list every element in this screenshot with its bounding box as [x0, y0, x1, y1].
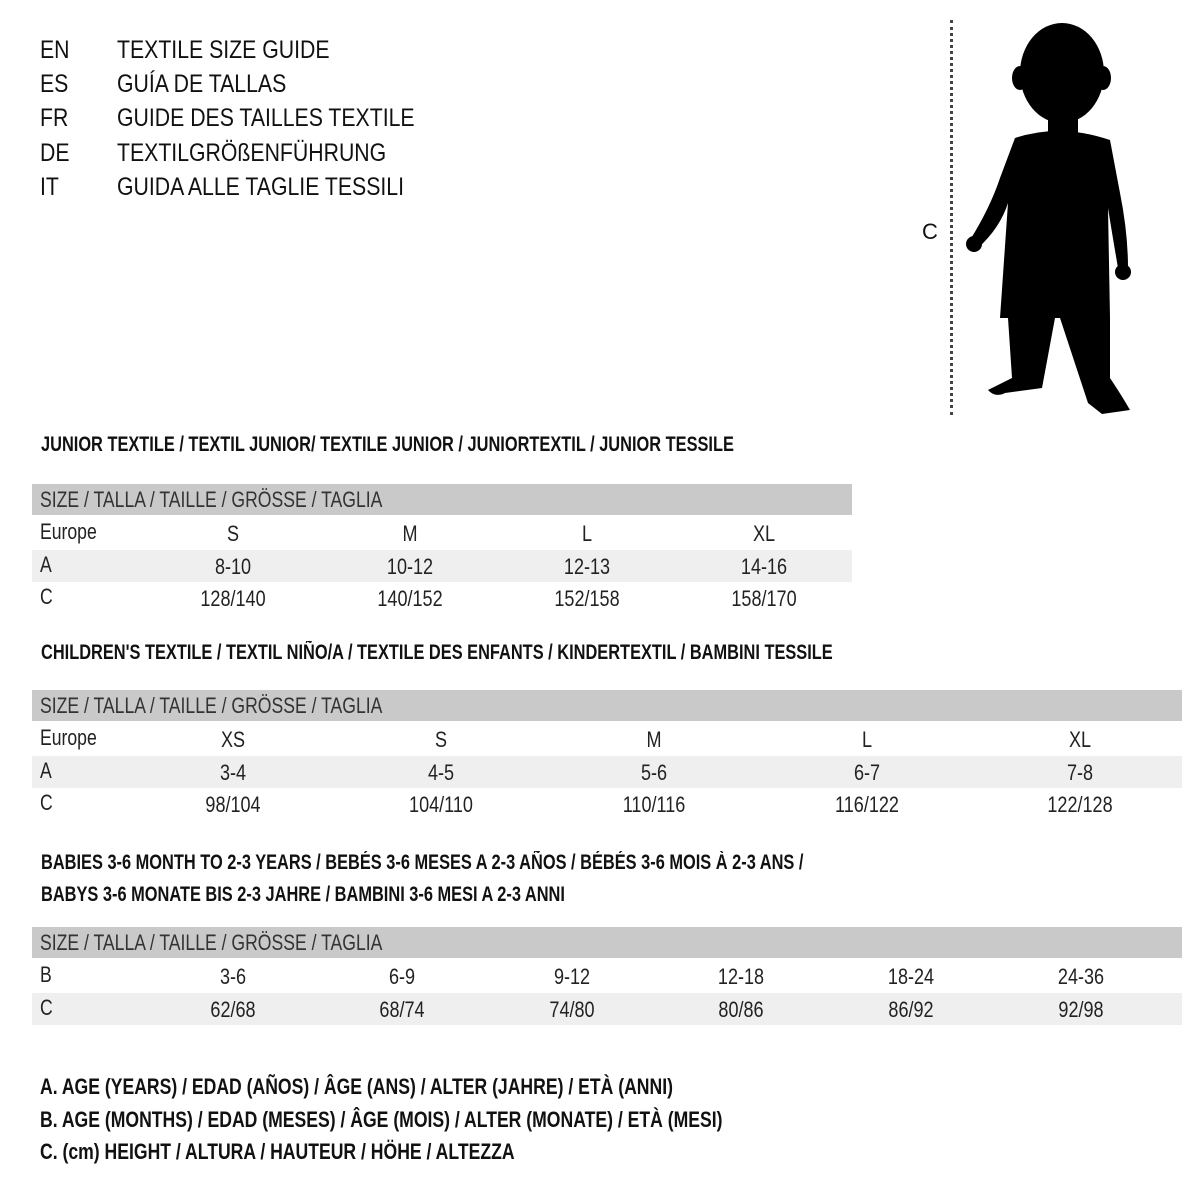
table-cell: 74/80	[549, 996, 595, 1022]
section-title: BABIES 3-6 MONTH TO 2-3 YEARS / BEBÉS 3-…	[41, 851, 804, 874]
row-label: C	[40, 790, 53, 815]
row-label: C	[40, 584, 53, 609]
table-cell: M	[402, 521, 418, 546]
size-header-row: SIZE / TALLA / TAILLE / GRÖSSE / TAGLIA	[32, 927, 1182, 958]
child-silhouette-icon	[966, 23, 1131, 414]
table-cell: 158/170	[731, 586, 797, 611]
table-cell: XS	[220, 727, 246, 752]
height-label: C	[922, 219, 938, 244]
table-cell: 152/158	[554, 586, 620, 611]
table-cell: 68/74	[379, 996, 425, 1022]
guide-title: GUÍA DE TALLAS	[117, 70, 287, 98]
table-cell: 116/122	[835, 792, 899, 817]
table-cell: 6-9	[388, 964, 416, 989]
table-cell: XL	[752, 521, 776, 546]
table-cell: 12-13	[563, 553, 611, 579]
table-row: B 3-6 6-9 9-12 12-18 18-24 24-36	[32, 960, 1182, 992]
table-cell: 104/110	[409, 792, 473, 817]
section-title: CHILDREN'S TEXTILE / TEXTIL NIÑO/A / TEX…	[41, 641, 833, 664]
row-label: Europe	[40, 725, 97, 750]
table-cell: 12-18	[717, 964, 765, 989]
table-cell: M	[646, 727, 662, 752]
row-label: C	[40, 994, 53, 1020]
table-cell: 128/140	[200, 586, 266, 611]
table-cell: 92/98	[1058, 996, 1104, 1022]
table-cell: 10-12	[386, 553, 434, 579]
height-dotted-line	[950, 20, 953, 415]
table-cell: 3-4	[219, 759, 247, 785]
legend-b: B. AGE (MONTHS) / EDAD (MESES) / ÂGE (MO…	[40, 1107, 723, 1132]
table-cell: 14-16	[740, 553, 788, 579]
size-header-label: SIZE / TALLA / TAILLE / GRÖSSE / TAGLIA	[40, 693, 383, 718]
table-cell: 9-12	[553, 964, 591, 989]
table-cell: S	[434, 727, 448, 752]
lang-code: EN	[40, 36, 70, 64]
size-header-label: SIZE / TALLA / TAILLE / GRÖSSE / TAGLIA	[40, 930, 383, 955]
guide-title: TEXTILE SIZE GUIDE	[117, 36, 330, 64]
table-cell: XL	[1068, 727, 1092, 752]
size-header-row: SIZE / TALLA / TAILLE / GRÖSSE / TAGLIA	[32, 484, 852, 515]
table-row: Europe XS S M L XL	[32, 723, 1182, 755]
legend-c: C. (cm) HEIGHT / ALTURA / HAUTEUR / HÖHE…	[40, 1139, 515, 1164]
row-label: B	[40, 962, 52, 987]
table-cell: 6-7	[853, 759, 881, 785]
table-row: C 128/140 140/152 152/158 158/170	[32, 582, 852, 614]
table-cell: 98/104	[205, 792, 261, 817]
lang-code: FR	[40, 104, 69, 132]
table-cell: L	[581, 521, 593, 546]
table-cell: 86/92	[888, 996, 934, 1022]
table-cell: L	[861, 727, 873, 752]
section-title-line2: BABYS 3-6 MONATE BIS 2-3 JAHRE / BAMBINI…	[41, 883, 565, 906]
table-cell: 8-10	[214, 553, 252, 579]
section-title: JUNIOR TEXTILE / TEXTIL JUNIOR/ TEXTILE …	[41, 433, 734, 456]
guide-title: TEXTILGRÖßENFÜHRUNG	[117, 139, 387, 167]
lang-code: IT	[40, 173, 59, 201]
table-row: Europe S M L XL	[32, 517, 852, 549]
table-cell: 7-8	[1066, 759, 1094, 785]
row-label: A	[40, 551, 52, 577]
row-label: Europe	[40, 519, 97, 544]
table-row: A 8-10 10-12 12-13 14-16	[32, 549, 852, 582]
table-row: A 3-4 4-5 5-6 6-7 7-8	[32, 755, 1182, 788]
size-header-row: SIZE / TALLA / TAILLE / GRÖSSE / TAGLIA	[32, 690, 1182, 721]
table-cell: S	[226, 521, 240, 546]
table-cell: 18-24	[887, 964, 935, 989]
table-cell: 122/128	[1047, 792, 1113, 817]
table-cell: 4-5	[427, 759, 455, 785]
size-header-label: SIZE / TALLA / TAILLE / GRÖSSE / TAGLIA	[40, 487, 383, 512]
table-cell: 110/116	[622, 792, 686, 817]
table-cell: 62/68	[210, 996, 256, 1022]
table-cell: 140/152	[377, 586, 443, 611]
table-row: C 98/104 104/110 110/116 116/122 122/128	[32, 788, 1182, 820]
table-cell: 3-6	[219, 964, 247, 989]
table-cell: 24-36	[1057, 964, 1105, 989]
table-cell: 80/86	[718, 996, 764, 1022]
lang-code: ES	[40, 70, 69, 98]
row-label: A	[40, 757, 52, 783]
guide-title: GUIDE DES TAILLES TEXTILE	[117, 104, 415, 132]
legend-a: A. AGE (YEARS) / EDAD (AÑOS) / ÂGE (ANS)…	[40, 1074, 673, 1099]
table-cell: 5-6	[640, 759, 668, 785]
table-row: C 62/68 68/74 74/80 80/86 86/92 92/98	[32, 992, 1182, 1025]
guide-title: GUIDA ALLE TAGLIE TESSILI	[117, 173, 405, 201]
lang-code: DE	[40, 139, 70, 167]
